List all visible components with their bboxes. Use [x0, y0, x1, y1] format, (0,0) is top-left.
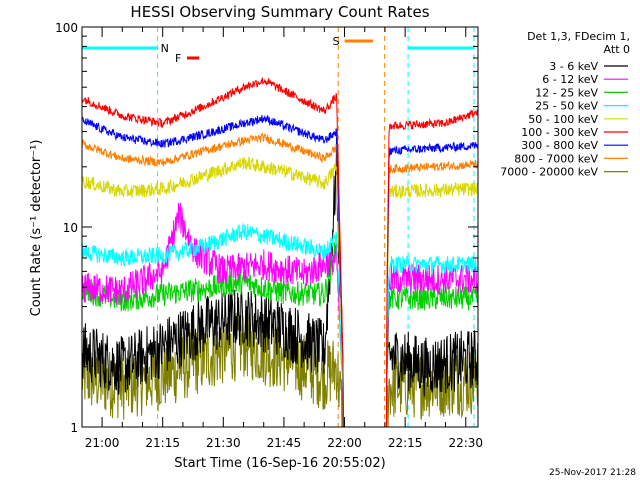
series-line-7 — [81, 114, 479, 428]
x-tick-label-3: 21:45 — [267, 436, 302, 450]
footer-timestamp: 25-Nov-2017 21:28 — [549, 468, 636, 478]
y-axis-label: Count Rate (s⁻¹ detector⁻¹) — [29, 140, 44, 317]
legend-label-8: 800 - 7000 keV — [514, 152, 598, 165]
x-tick-label-1: 21:15 — [145, 436, 180, 450]
legend-label-7: 300 - 800 keV — [521, 139, 598, 152]
series-layer — [81, 77, 479, 428]
x-tick-label-6: 22:30 — [448, 436, 483, 450]
legend-label-3: 12 - 25 keV — [535, 86, 598, 99]
legend-label-4: 25 - 50 keV — [535, 100, 598, 113]
series-line-8 — [81, 132, 479, 428]
series-line-4 — [81, 223, 479, 428]
y-axis: 1 10 100 — [55, 21, 478, 435]
y-tick-label-10: 10 — [63, 221, 78, 235]
legend-header-1: Att 0 — [604, 43, 630, 56]
legend-label-5: 50 - 100 keV — [528, 113, 598, 126]
legend-label-6: 100 - 300 keV — [521, 126, 598, 139]
legend-header-0: Det 1,3, FDecim 1, — [527, 30, 630, 43]
x-tick-label-5: 22:15 — [388, 436, 423, 450]
annotation-n-label: N — [161, 42, 169, 55]
x-tick-label-0: 21:00 — [85, 436, 120, 450]
series-line-3 — [81, 242, 479, 428]
annotation-s-label: S — [333, 35, 340, 48]
legend-label-2: 6 - 12 keV — [542, 73, 598, 86]
annotation-f-label: F — [175, 52, 181, 65]
y-tick-label-1: 1 — [70, 421, 78, 435]
y-tick-label-100: 100 — [55, 21, 78, 35]
series-line-6 — [81, 77, 479, 428]
series-line-5 — [81, 156, 479, 428]
x-tick-label-2: 21:30 — [206, 436, 241, 450]
series-line-2 — [81, 202, 479, 428]
series-line-1 — [81, 137, 479, 428]
chart-title: HESSI Observing Summary Count Rates — [130, 3, 429, 21]
x-axis-label: Start Time (16-Sep-16 20:55:02) — [174, 456, 385, 471]
legend-label-9: 7000 - 20000 keV — [500, 166, 598, 179]
x-tick-label-4: 22:00 — [327, 436, 362, 450]
x-axis: 21:00 21:15 21:30 21:45 22:00 22:15 22:30 — [85, 27, 483, 450]
legend-label-1: 3 - 6 keV — [549, 60, 598, 73]
